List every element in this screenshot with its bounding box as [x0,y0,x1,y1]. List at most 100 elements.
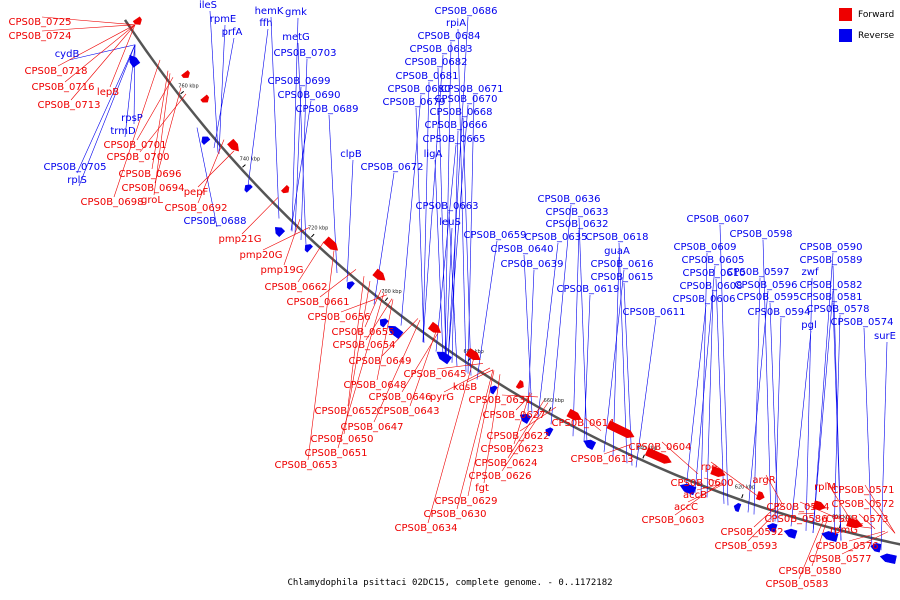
reverse-gene[interactable] [783,528,798,539]
gene-label-cps0b-0694[interactable]: CPS0B_0694 [121,183,184,194]
gene-label-cps0b-0672[interactable]: CPS0B_0672 [360,162,423,173]
gene-label-cps0b-0671[interactable]: CPS0B_0671 [440,84,503,95]
gene-label-rpe[interactable]: rpe [701,462,718,473]
gene-label-cps0b-0623[interactable]: CPS0B_0623 [480,444,543,455]
forward-gene[interactable] [606,420,635,439]
gene-label-cps0b-0597[interactable]: CPS0B_0597 [726,267,789,278]
gene-label-rplm[interactable]: rplM [814,482,836,493]
gene-label-cps0b-0577[interactable]: CPS0B_0577 [808,554,871,565]
gene-label-cps0b-0610[interactable]: CPS0B_0610 [682,268,745,279]
reverse-gene[interactable] [519,413,532,424]
gene-label-accb[interactable]: accB [683,490,707,501]
gene-label-cps0b-0701[interactable]: CPS0B_0701 [103,140,166,151]
gene-label-cps0b-0645[interactable]: CPS0B_0645 [403,369,466,380]
gene-label-cps0b-0586[interactable]: CPS0B_0586 [764,514,827,525]
gene-label-iles[interactable]: ileS [199,0,217,11]
gene-label-guaa[interactable]: guaA [604,246,630,257]
gene-label-cps0b-0668[interactable]: CPS0B_0668 [429,107,492,118]
gene-label-cps0b-0696[interactable]: CPS0B_0696 [118,169,181,180]
gene-label-cps0b-0692[interactable]: CPS0B_0692 [164,203,227,214]
gene-label-trmd[interactable]: trmD [110,126,136,137]
reverse-gene[interactable] [436,351,453,365]
gene-label-ffh[interactable]: ffh [259,18,272,29]
gene-label-pgl[interactable]: pgl [801,320,816,331]
forward-gene[interactable] [427,321,442,333]
gene-label-cps0b-0629[interactable]: CPS0B_0629 [434,496,497,507]
gene-label-cps0b-0613[interactable]: CPS0B_0613 [570,454,633,465]
reverse-gene[interactable] [387,325,404,340]
gene-label-cps0b-0651[interactable]: CPS0B_0651 [304,448,367,459]
gene-label-cps0b-0640[interactable]: CPS0B_0640 [490,244,553,255]
gene-label-cps0b-0607[interactable]: CPS0B_0607 [686,214,749,225]
reverse-gene[interactable] [201,136,211,146]
gene-label-cps0b-0574[interactable]: CPS0B_0574 [830,317,893,328]
gene-label-cps0b-0699[interactable]: CPS0B_0699 [267,76,330,87]
forward-gene[interactable] [227,138,239,152]
reverse-gene[interactable] [346,281,355,290]
gene-features[interactable] [129,16,897,565]
gene-label-cps0b-0627[interactable]: CPS0B_0627 [482,410,545,421]
gene-label-rpmg[interactable]: rpmG [830,525,858,536]
gene-label-gmk[interactable]: gmk [285,7,307,18]
reverse-gene[interactable] [545,427,554,437]
forward-gene[interactable] [322,236,339,251]
gene-label-cps0b-0659[interactable]: CPS0B_0659 [463,230,526,241]
gene-label-cps0b-0689[interactable]: CPS0B_0689 [295,104,358,115]
gene-label-cps0b-0609[interactable]: CPS0B_0609 [673,242,736,253]
gene-label-cps0b-0653[interactable]: CPS0B_0653 [274,460,337,471]
gene-label-cps0b-0682[interactable]: CPS0B_0682 [404,57,467,68]
forward-gene[interactable] [710,466,726,478]
gene-label-cps0b-0615[interactable]: CPS0B_0615 [590,272,653,283]
forward-gene[interactable] [181,70,190,78]
gene-label-rpme[interactable]: rpmE [210,14,237,25]
gene-label-cps0b-0624[interactable]: CPS0B_0624 [474,458,537,469]
reverse-gene[interactable] [733,502,742,513]
forward-gene[interactable] [280,184,290,194]
gene-label-cps0b-0580[interactable]: CPS0B_0580 [778,566,841,577]
gene-label-fgt[interactable]: fgt [475,483,489,494]
gene-label-cps0b-0718[interactable]: CPS0B_0718 [24,66,87,77]
gene-label-cps0b-0581[interactable]: CPS0B_0581 [799,292,862,303]
reverse-gene[interactable] [379,318,389,328]
gene-label-cps0b-0598[interactable]: CPS0B_0598 [729,229,792,240]
gene-label-cps0b-0584[interactable]: CPS0B_0584 [766,502,829,513]
forward-gene[interactable] [372,268,386,281]
gene-label-cps0b-0571[interactable]: CPS0B_0571 [831,485,894,496]
gene-label-cps0b-0670[interactable]: CPS0B_0670 [434,94,497,105]
forward-gene[interactable] [132,16,142,25]
reverse-gene[interactable] [129,54,141,68]
gene-label-cps0b-0648[interactable]: CPS0B_0648 [343,380,406,391]
gene-label-cps0b-0646[interactable]: CPS0B_0646 [368,392,431,403]
forward-gene[interactable] [755,491,765,501]
forward-gene[interactable] [515,379,524,389]
gene-label-cps0b-0650[interactable]: CPS0B_0650 [310,434,373,445]
gene-label-cps0b-0590[interactable]: CPS0B_0590 [799,242,862,253]
gene-label-cps0b-0626[interactable]: CPS0B_0626 [468,471,531,482]
gene-label-pepf[interactable]: pepF [184,187,209,198]
gene-label-cps0b-0690[interactable]: CPS0B_0690 [277,90,340,101]
gene-label-cps0b-0622[interactable]: CPS0B_0622 [486,431,549,442]
gene-label-cps0b-0572[interactable]: CPS0B_0572 [831,499,894,510]
gene-label-cps0b-0592[interactable]: CPS0B_0592 [720,527,783,538]
gene-label-pmp21g[interactable]: pmp21G [219,234,262,245]
gene-label-cps0b-0643[interactable]: CPS0B_0643 [376,406,439,417]
gene-label-cps0b-0631[interactable]: CPS0B_0631 [468,395,531,406]
gene-label-pmp20g[interactable]: pmp20G [240,250,283,261]
gene-label-cps0b-0662[interactable]: CPS0B_0662 [264,282,327,293]
forward-gene[interactable] [812,500,827,511]
gene-label-cps0b-0582[interactable]: CPS0B_0582 [799,280,862,291]
gene-label-cps0b-0596[interactable]: CPS0B_0596 [734,280,797,291]
forward-gene[interactable] [566,408,582,421]
gene-label-cps0b-0683[interactable]: CPS0B_0683 [409,44,472,55]
reverse-gene[interactable] [870,543,882,553]
gene-label-zwf[interactable]: zwf [802,267,819,278]
gene-label-cps0b-0595[interactable]: CPS0B_0595 [736,292,799,303]
forward-gene[interactable] [846,517,864,529]
gene-label-cps0b-0661[interactable]: CPS0B_0661 [286,297,349,308]
gene-label-kdsb[interactable]: kdsB [453,382,477,393]
gene-label-cps0b-0576[interactable]: CPS0B_0576 [815,541,878,552]
gene-label-cps0b-0724[interactable]: CPS0B_0724 [8,31,71,42]
gene-label-cps0b-0703[interactable]: CPS0B_0703 [273,48,336,59]
